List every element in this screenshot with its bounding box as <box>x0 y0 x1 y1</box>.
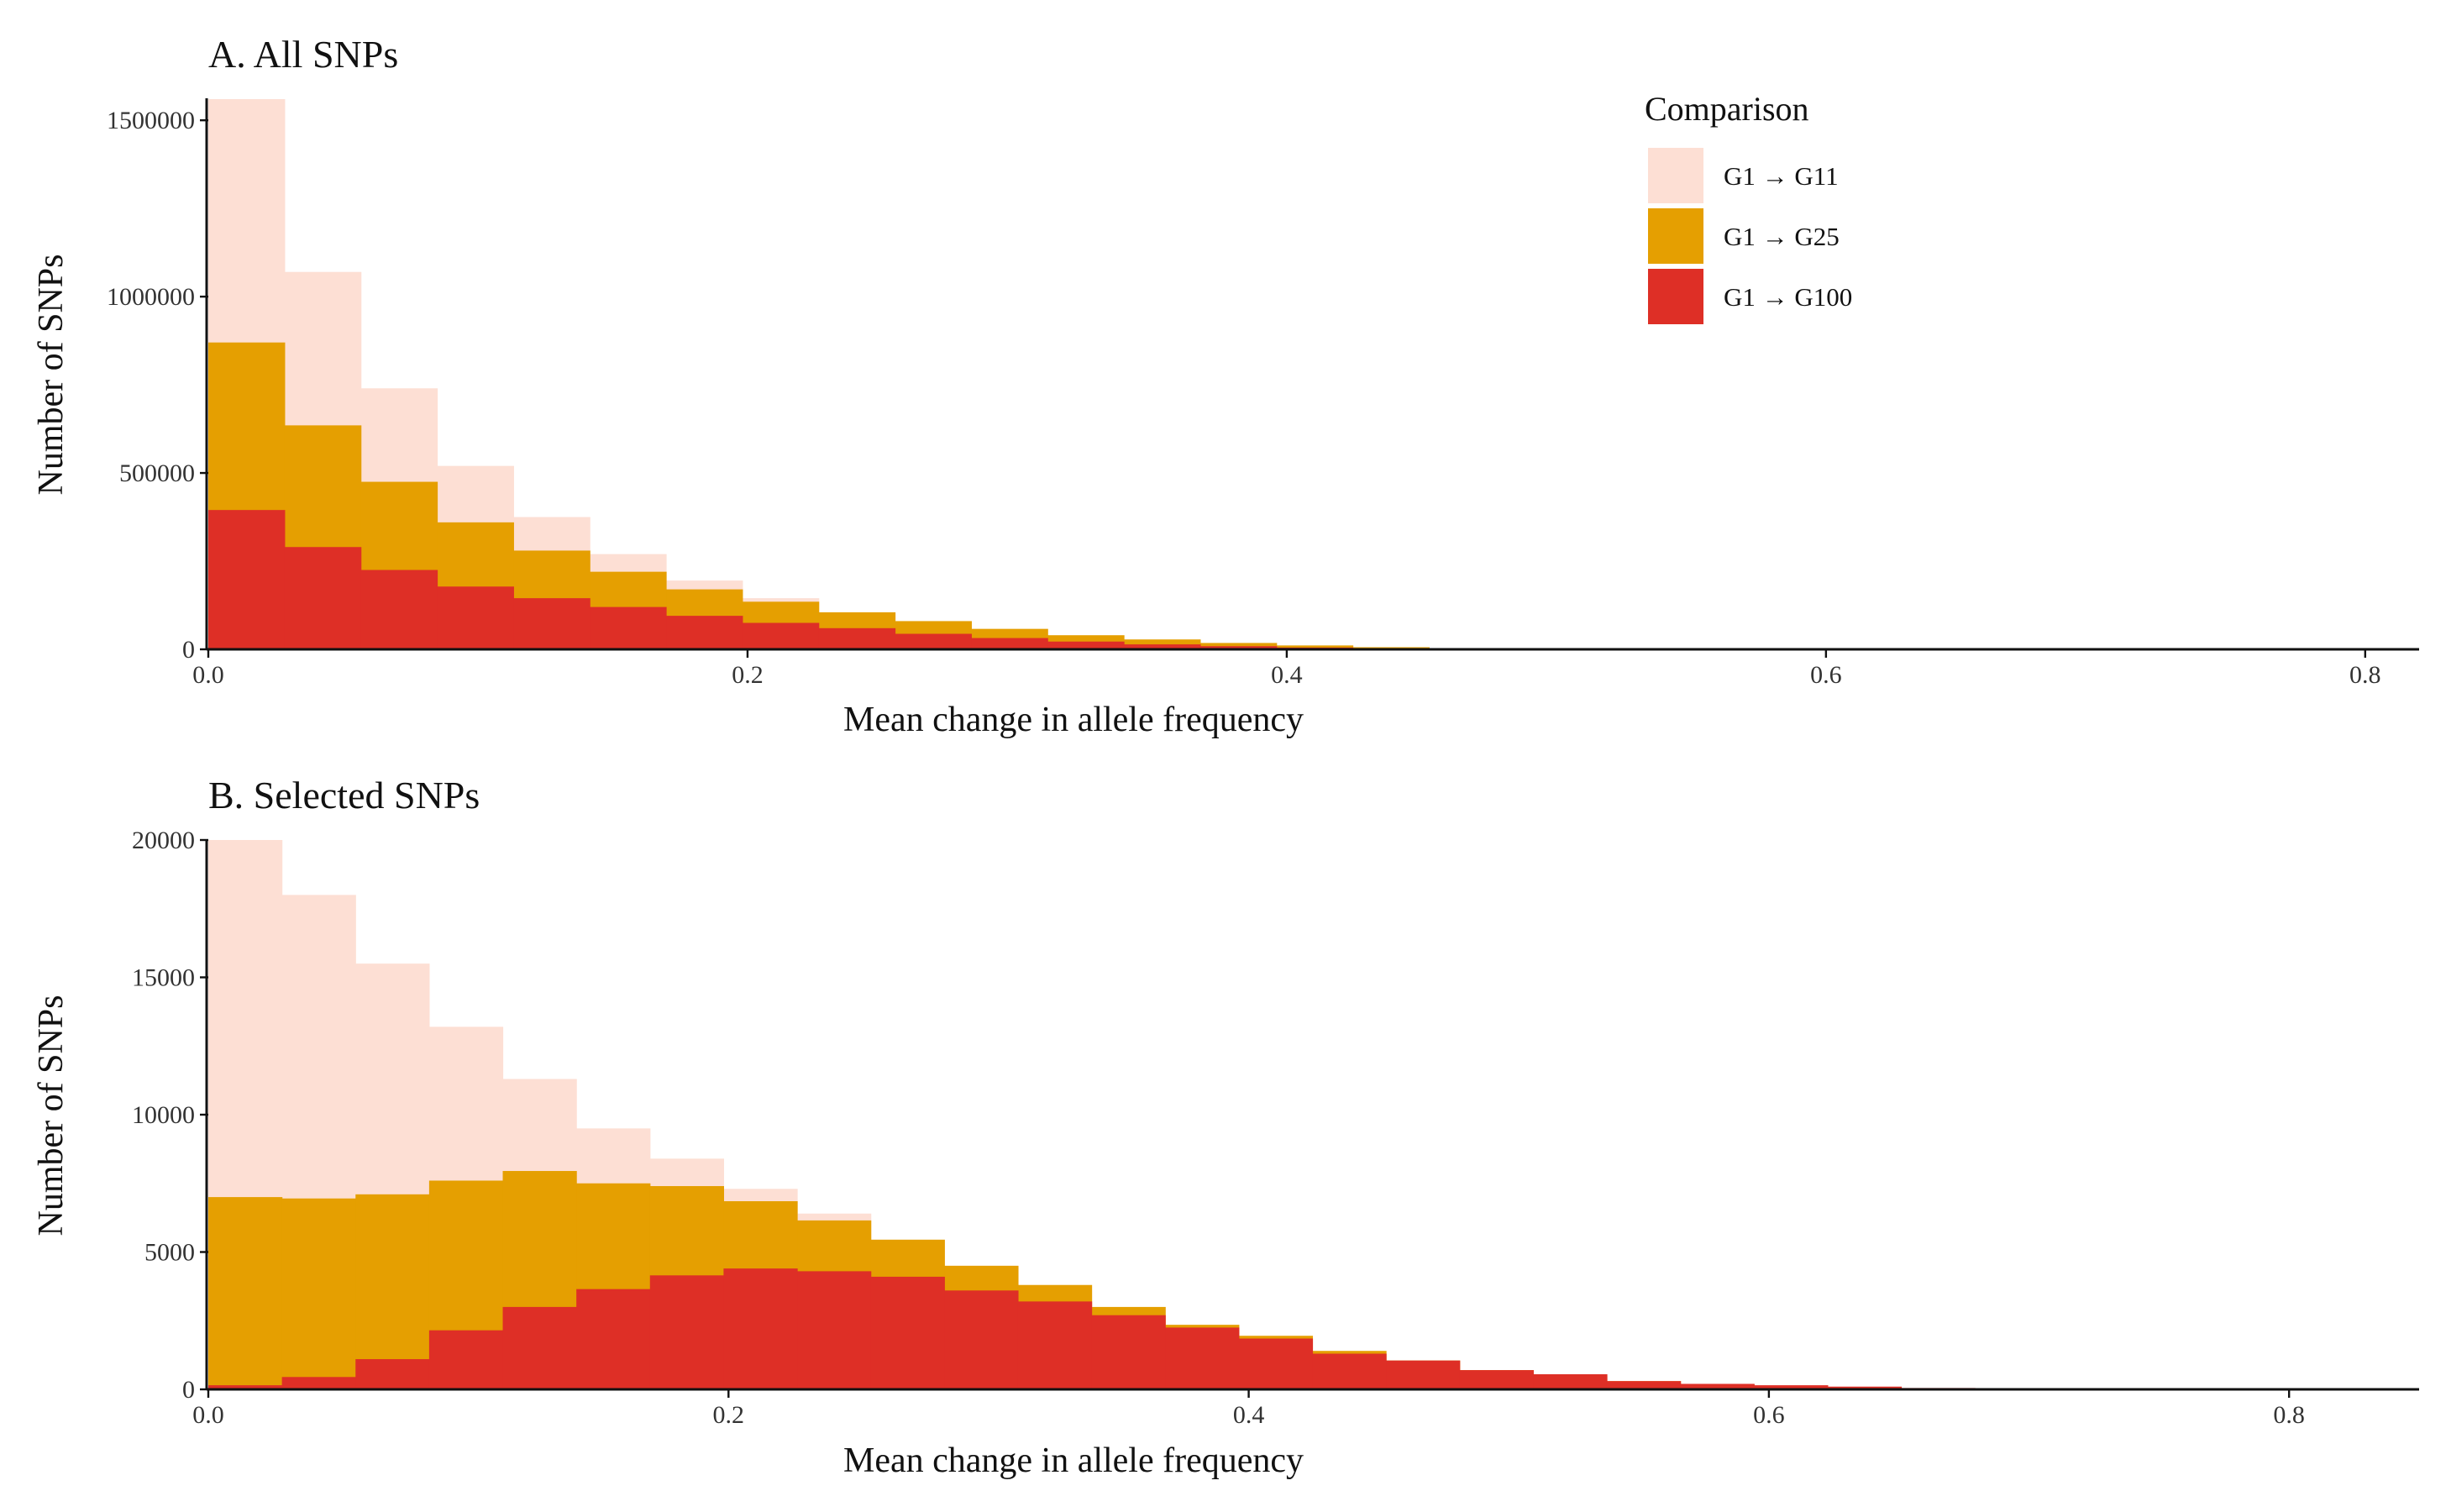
legend-title: Comparison <box>1645 90 1809 128</box>
panel-a-xlabel: Mean change in allele frequency <box>843 701 1304 739</box>
panel-b-bar-g1-g25-1 <box>281 1198 356 1389</box>
panel-b-title: B. Selected SNPs <box>208 774 480 816</box>
panel-b-ytick-label-4: 20000 <box>132 827 195 854</box>
panel-a-bar-g1-g100-5 <box>590 606 667 649</box>
panel-b-bar-g1-g100-11 <box>1017 1301 1093 1389</box>
panel-a-ytick-label-0: 0 <box>182 636 195 664</box>
panel-a-bar-g1-g100-1 <box>284 547 362 649</box>
panel-b-bar-g1-g100-1 <box>281 1377 356 1389</box>
panel-a-bars <box>208 99 1583 650</box>
panel-a-bar-g1-g100-3 <box>437 586 514 649</box>
panel-b-xtick-label-1: 0.2 <box>713 1401 745 1429</box>
panel-b-bar-g1-g100-12 <box>1091 1315 1166 1389</box>
panel-a-ytick-label-3: 1500000 <box>107 107 195 134</box>
legend-label-g1-g25: G1 → G25 <box>1724 222 1840 251</box>
legend-label-g1-g100: G1 → G100 <box>1724 282 1852 312</box>
panel-a-xtick-label-1: 0.2 <box>732 661 764 689</box>
panel-b: B. Selected SNPs Number of SNPs Mean cha… <box>32 774 2419 1480</box>
panel-b-xtick-label-4: 0.8 <box>2273 1401 2305 1429</box>
panel-b-xtick-label-0: 0.0 <box>192 1401 224 1429</box>
panel-b-xtick-label-2: 0.4 <box>1233 1401 1265 1429</box>
panel-b-yticks: 0 5000 10000 15000 20000 <box>132 827 208 1404</box>
panel-b-bar-g1-g100-3 <box>428 1330 504 1389</box>
panel-b-bar-g1-g100-0 <box>208 1385 283 1389</box>
legend-swatch-g1-g25 <box>1648 208 1703 264</box>
panel-b-bar-g1-g25-0 <box>208 1197 283 1389</box>
panel-b-bar-g1-g100-2 <box>355 1359 430 1389</box>
legend-swatch-g1-g11 <box>1648 148 1703 203</box>
panel-b-bar-g1-g100-9 <box>870 1276 945 1389</box>
panel-a-xtick-label-2: 0.4 <box>1271 661 1303 689</box>
panel-b-xlabel: Mean change in allele frequency <box>843 1441 1304 1480</box>
panel-a-xtick-label-0: 0.0 <box>192 661 224 689</box>
panel-a-bar-g1-g100-0 <box>208 510 286 649</box>
panel-b-bar-g1-g100-18 <box>1533 1374 1608 1389</box>
panel-b-bar-g1-g100-4 <box>502 1306 577 1389</box>
panel-b-ylabel: Number of SNPs <box>32 995 71 1236</box>
panel-b-bar-g1-g100-15 <box>1312 1353 1387 1389</box>
panel-a-yticks: 0 500000 1000000 1500000 <box>107 107 208 664</box>
panel-a-bar-g1-g100-6 <box>666 616 743 649</box>
panel-a: A. All SNPs Number of SNPs Mean change i… <box>32 33 2419 739</box>
panel-b-ytick-label-2: 10000 <box>132 1101 195 1129</box>
panel-a-ylabel: Number of SNPs <box>32 254 71 495</box>
legend: Comparison G1 → G11 G1 → G25 G1 → G100 <box>1645 90 1852 324</box>
panel-a-bar-g1-g100-2 <box>360 570 438 649</box>
panel-b-xticks: 0.0 0.2 0.4 0.6 0.8 <box>192 1389 2305 1429</box>
panel-b-ytick-label-0: 0 <box>182 1376 195 1404</box>
panel-b-xtick-label-3: 0.6 <box>1753 1401 1785 1429</box>
panel-b-bar-g1-g100-8 <box>797 1271 872 1389</box>
panel-a-bar-g1-g100-4 <box>513 598 591 649</box>
panel-a-bar-g1-g25-14 <box>1276 645 1354 649</box>
legend-label-g1-g11: G1 → G11 <box>1724 161 1839 191</box>
panel-b-bar-g1-g100-21 <box>1754 1385 1829 1389</box>
panel-b-ytick-label-3: 15000 <box>132 964 195 992</box>
panel-b-bar-g1-g25-2 <box>355 1194 430 1389</box>
panel-b-bar-g1-g100-19 <box>1606 1381 1682 1389</box>
panel-a-title: A. All SNPs <box>208 33 398 76</box>
panel-a-ytick-label-2: 1000000 <box>107 283 195 311</box>
panel-b-bar-g1-g100-14 <box>1238 1338 1314 1389</box>
legend-swatch-g1-g100 <box>1648 269 1703 324</box>
panel-b-bar-g1-g100-13 <box>1165 1327 1240 1389</box>
panel-b-bar-g1-g100-5 <box>576 1289 651 1389</box>
panel-b-ytick-label-1: 5000 <box>144 1239 195 1267</box>
panel-b-bars <box>208 840 2050 1389</box>
panel-b-bar-g1-g100-7 <box>723 1268 798 1389</box>
panel-a-bar-g1-g100-10 <box>971 638 1048 649</box>
panel-b-bar-g1-g100-16 <box>1386 1360 1461 1389</box>
panel-a-xticks: 0.0 0.2 0.4 0.6 0.8 <box>192 649 2381 689</box>
panel-a-bar-g1-g100-9 <box>895 633 972 649</box>
panel-b-bar-g1-g100-10 <box>944 1290 1019 1389</box>
panel-a-bar-g1-g100-13 <box>1199 646 1278 649</box>
panel-a-bar-g1-g100-8 <box>818 627 896 649</box>
panel-a-xtick-label-4: 0.8 <box>2349 661 2381 689</box>
panel-a-ytick-label-1: 500000 <box>119 459 195 487</box>
panel-b-bar-g1-g100-20 <box>1680 1383 1755 1389</box>
panel-b-bar-g1-g100-6 <box>649 1275 725 1389</box>
panel-b-bar-g1-g100-17 <box>1459 1370 1534 1389</box>
panel-b-bar-g1-g100-22 <box>1827 1386 1903 1389</box>
panel-a-bar-g1-g100-11 <box>1047 641 1125 649</box>
panel-a-bar-g1-g100-7 <box>742 622 820 649</box>
panel-a-bar-g1-g100-12 <box>1124 644 1201 649</box>
panel-a-xtick-label-3: 0.6 <box>1810 661 1842 689</box>
